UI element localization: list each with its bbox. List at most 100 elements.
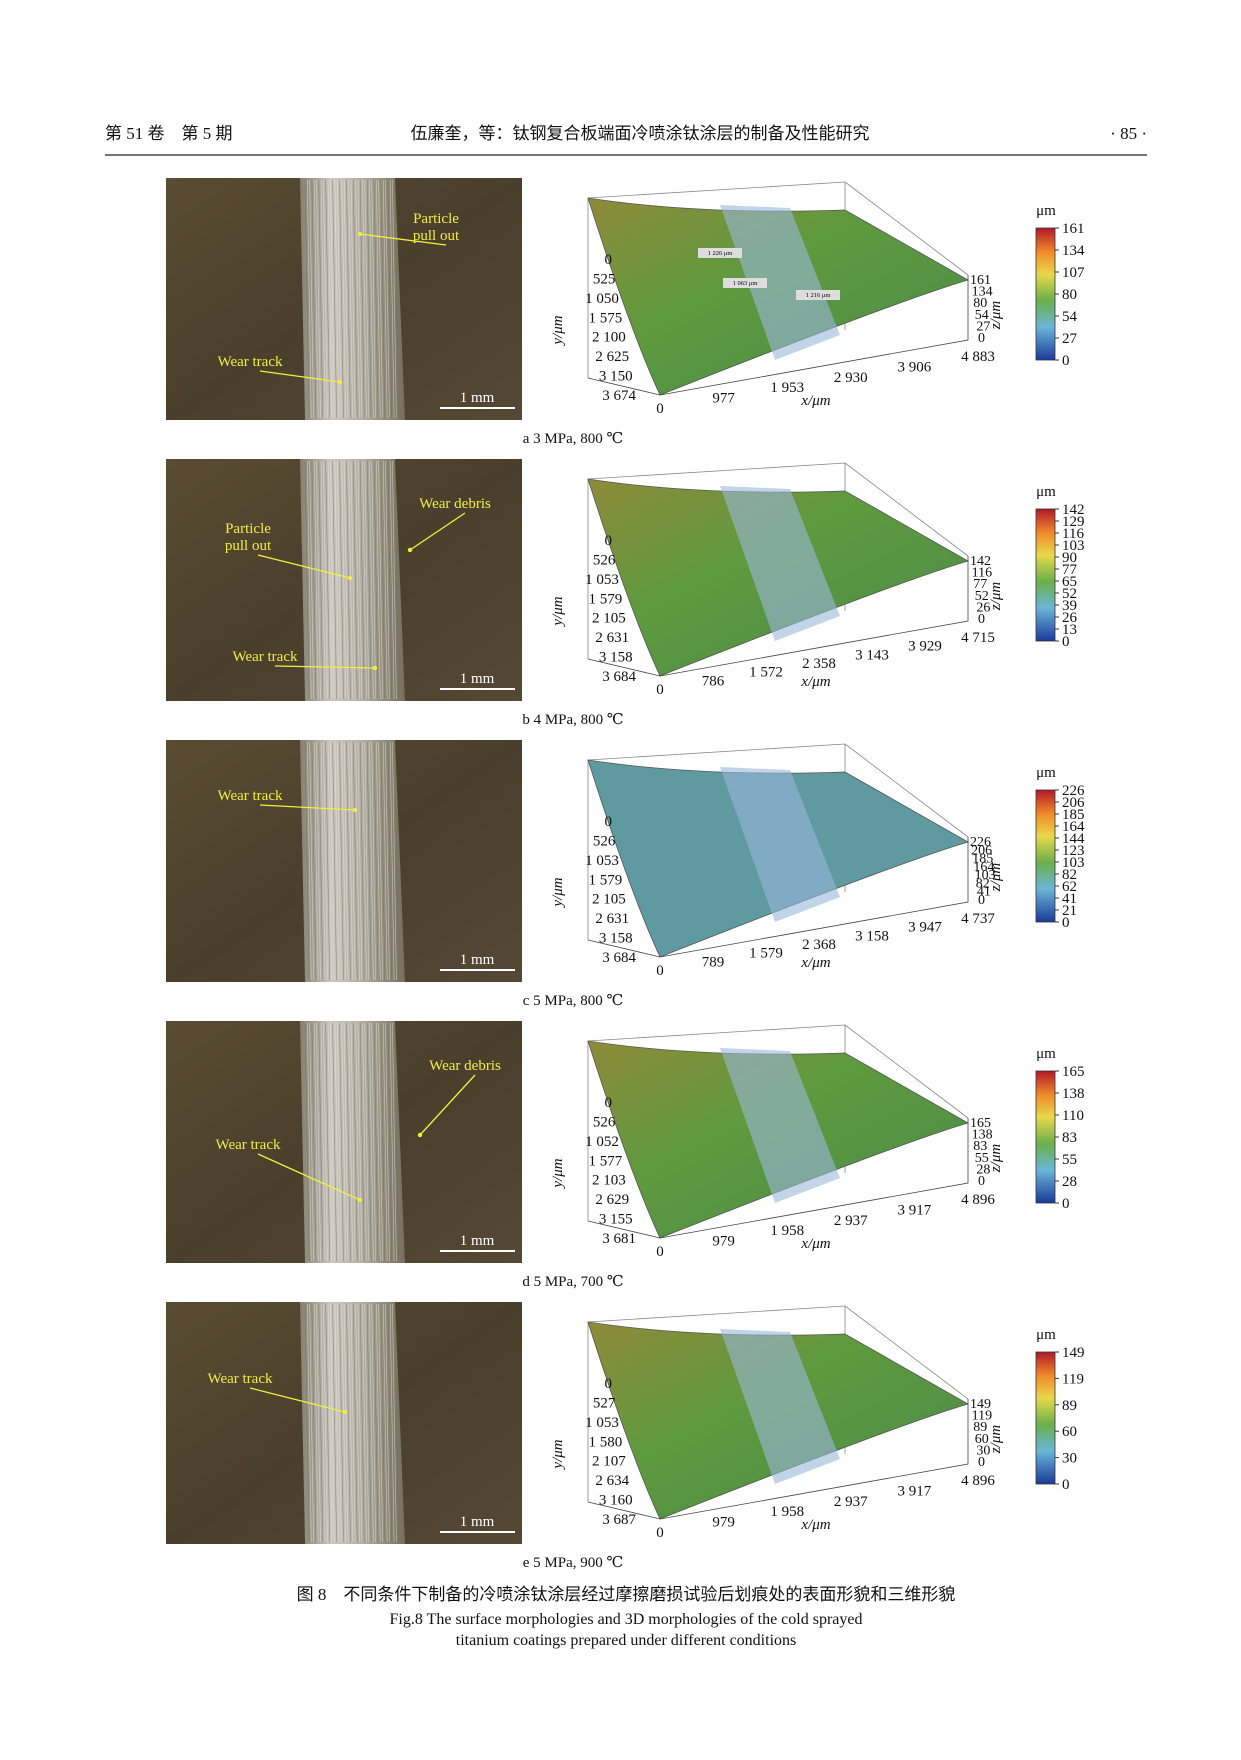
scratch	[343, 741, 349, 981]
x-tick-label: 0	[656, 401, 664, 417]
z-axis-label: z/μm	[988, 582, 1004, 612]
arrow-head	[372, 665, 378, 671]
scratch	[369, 179, 374, 419]
colorbar-tick-label: 144	[1062, 831, 1085, 847]
scratch	[355, 741, 360, 981]
scratch	[359, 741, 365, 981]
y-axis-label: y/μm	[550, 1439, 566, 1470]
scratch	[313, 1022, 319, 1262]
bounding-box	[587, 1024, 969, 1221]
y-tick-label: 3 681	[602, 1231, 636, 1247]
scratch	[392, 460, 397, 700]
scratch	[327, 460, 333, 700]
z-tick-label: 27	[976, 319, 990, 334]
measure-box	[796, 290, 840, 300]
bounding-box	[587, 1305, 969, 1502]
scratch	[325, 460, 330, 700]
colorbar-tick-label: 226	[1062, 783, 1085, 799]
x-tick-label: 4 896	[961, 1192, 995, 1208]
x-tick-label: 3 929	[908, 639, 942, 655]
scale-bar-label: 1 mm	[460, 1233, 495, 1249]
colorbar-tick-label: 77	[1062, 562, 1078, 578]
scratch	[353, 1022, 358, 1262]
y-tick-label: 526	[593, 833, 616, 849]
scratch	[327, 1022, 333, 1262]
scratch	[325, 1303, 330, 1543]
scratch	[387, 460, 393, 700]
y-tick-label: 1 053	[585, 853, 619, 869]
z-tick-label: 80	[973, 296, 987, 311]
scratch	[373, 741, 379, 981]
scratch	[313, 741, 319, 981]
scratch	[362, 1303, 367, 1543]
wear-track-band	[300, 459, 405, 701]
scratch	[320, 179, 326, 419]
scratch	[330, 179, 335, 419]
z-tick-label: 138	[972, 1128, 993, 1143]
surface-track	[720, 767, 840, 922]
caption-en: Fig.8 The surface morphologies and 3D mo…	[390, 1611, 863, 1628]
y-tick-label: 526	[593, 1114, 616, 1130]
y-tick-label: 525	[593, 271, 616, 287]
scratch	[343, 1303, 349, 1543]
scratch	[366, 1303, 372, 1543]
x-tick-label: 979	[712, 1234, 735, 1250]
colorbar-tick-label: 103	[1062, 855, 1085, 871]
scratch	[357, 741, 363, 981]
colorbar-unit: μm	[1036, 1046, 1056, 1062]
y-tick-label: 1 579	[589, 591, 623, 607]
scratch	[330, 1022, 335, 1262]
scratch	[304, 1303, 310, 1543]
scratch	[350, 1303, 356, 1543]
x-tick-label: 786	[702, 673, 725, 689]
scratch	[313, 1303, 319, 1543]
scratch	[318, 1022, 324, 1262]
scratch	[366, 741, 372, 981]
scratch	[334, 1303, 340, 1543]
z-tick-label: 149	[970, 1397, 991, 1412]
scratch	[350, 1022, 356, 1262]
annotation-arrow	[259, 804, 356, 811]
scratch	[316, 179, 321, 419]
scratch	[392, 1303, 397, 1543]
scratch	[339, 741, 344, 981]
x-axis-label: x/μm	[800, 1236, 830, 1252]
annotation-arrow	[419, 1074, 476, 1136]
scratch	[359, 1303, 365, 1543]
scratch	[389, 1022, 395, 1262]
z-tick-label: 226	[970, 835, 991, 850]
annotation-arrow	[274, 665, 376, 669]
scratch	[332, 741, 337, 981]
scratch	[380, 1022, 386, 1262]
scratch	[376, 460, 381, 700]
scratch	[343, 1022, 349, 1262]
profile-box	[587, 1118, 969, 1239]
colorbar	[1035, 508, 1056, 642]
x-tick-label: 1 572	[749, 665, 783, 681]
arrow-head	[347, 575, 353, 581]
scratch	[376, 1022, 381, 1262]
x-tick-label: 3 906	[898, 359, 932, 375]
panel-caption: b 4 MPa, 800 ℃	[522, 712, 623, 728]
x-tick-label: 979	[712, 1515, 735, 1531]
scratch	[327, 741, 333, 981]
y-tick-label: 1 579	[589, 872, 623, 888]
scratch	[392, 741, 397, 981]
z-tick-label: 103	[975, 868, 996, 883]
scratch	[353, 179, 358, 419]
y-tick-label: 1 575	[589, 310, 623, 326]
scratch	[325, 1022, 330, 1262]
x-tick-label: 1 958	[770, 1504, 804, 1520]
z-tick-label: 41	[977, 885, 991, 900]
scratch	[341, 1022, 347, 1262]
z-axis-label: z/μm	[988, 1425, 1004, 1455]
z-tick-label: 134	[972, 285, 993, 300]
header-title: 伍廉奎，等：钛钢复合板端面冷喷涂钛涂层的制备及性能研究	[411, 124, 870, 143]
y-tick-label: 1 053	[585, 572, 619, 588]
y-tick-label: 2 629	[595, 1192, 629, 1208]
y-tick-label: 1 052	[585, 1134, 619, 1150]
scratch	[355, 179, 360, 419]
y-tick-label: 3 684	[602, 950, 636, 966]
annotation-arrow	[257, 1153, 361, 1201]
y-tick-label: 0	[605, 1095, 613, 1111]
